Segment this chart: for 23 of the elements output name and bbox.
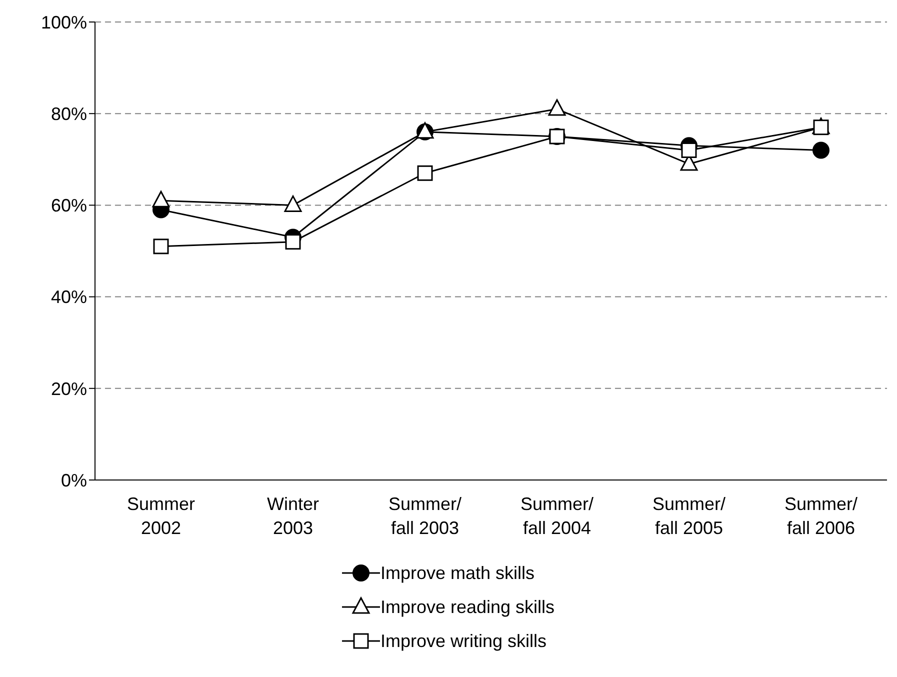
x-tick-label: Summer/ fall 2004	[520, 494, 594, 538]
point	[152, 190, 170, 208]
y-tick-label: 40%	[50, 287, 87, 308]
y-tick-label: 60%	[50, 196, 87, 216]
legend-label: Improve math skills	[380, 562, 534, 584]
point	[812, 142, 830, 159]
legend-label: Improve reading skills	[380, 596, 555, 618]
y-tick-label: 0%	[60, 470, 87, 490]
point	[153, 238, 169, 254]
x-tick-label: Summer/ fall 2006	[784, 494, 858, 538]
point	[548, 99, 566, 116]
y-tick-label: 20%	[50, 378, 87, 399]
x-tick-label: Winter 2003	[266, 494, 320, 538]
y-tick-label: 80%	[50, 104, 87, 124]
x-tick-label: Summer 2002	[126, 494, 196, 538]
point	[284, 195, 302, 212]
point	[417, 165, 433, 181]
point	[681, 142, 697, 158]
x-tick-label: Summer/ fall 2003	[388, 494, 462, 538]
legend-label: Improve writing skills	[380, 630, 546, 652]
x-tick-label: Summer/ fall 2005	[652, 494, 726, 538]
point	[285, 234, 301, 250]
y-tick-label: 100%	[40, 12, 87, 32]
